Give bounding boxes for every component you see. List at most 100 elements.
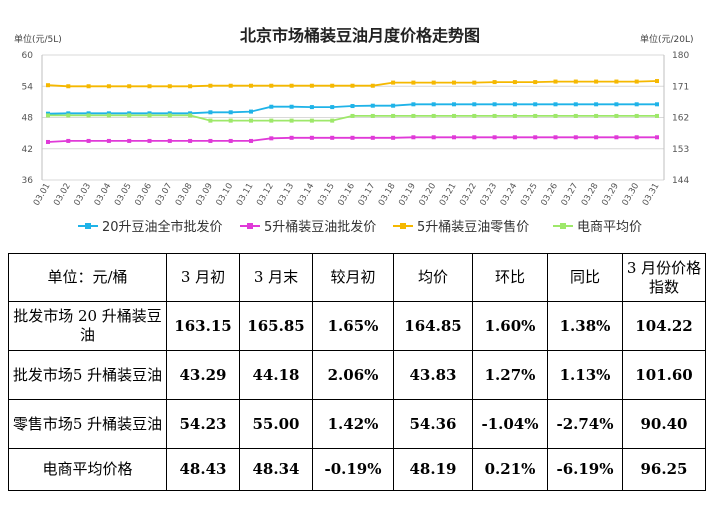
table-row: 电商平均价格 48.43 48.34 -0.19% 48.19 0.21% -6.19% 96… [8,448,706,491]
series-3-point [309,118,314,123]
series-2-point [533,80,538,85]
header-unit: 单位：元/桶 [8,253,167,302]
series-1-point [167,138,172,143]
table-cell: 2.06% [312,350,394,400]
series-1-point [127,138,132,143]
series-3-point [289,118,294,123]
table-cell: 48.19 [393,448,473,491]
series-3-point [391,113,396,118]
table-cell: 44.18 [239,350,313,400]
series-0-point [188,111,193,116]
x-tick-label: 03.27 [560,182,581,208]
x-tick-label: 03.30 [620,182,641,208]
table-cell: 101.60 [622,350,706,400]
series-1-point [411,135,416,140]
series-0-point [309,105,314,110]
series-3-point [106,113,111,118]
table-cell: 55.00 [239,399,313,449]
table-cell: 54.23 [166,399,240,449]
series-2-point [147,84,152,89]
series-3-point [634,113,639,118]
series-3-point [411,113,416,118]
y-axis-right-label: 单位(元/20L) [640,33,694,45]
series-1-point [533,135,538,140]
series-2-point [167,84,172,89]
series-3-point [614,113,619,118]
series-0-point [86,111,91,116]
x-tick-label: 03.05 [113,182,134,208]
series-0-point [614,102,619,107]
series-2-point [46,83,50,88]
series-1-point [431,135,436,140]
series-0-point [289,104,294,109]
x-tick-label: 03.08 [174,182,195,208]
x-tick-label: 03.22 [458,182,479,208]
series-1-point [391,135,396,140]
series-1-point [66,138,71,143]
chart-svg: 北京市场桶装豆油月度价格走势图 单位(元/5L) 单位(元/20L) 36 144 42 1… [14,26,694,235]
series-1-point [86,138,91,143]
x-tick-label: 03.03 [72,182,93,208]
row-label-wholesale-5l: 批发市场5 升桶装豆油 [8,350,167,400]
x-tick-label: 03.29 [600,182,621,208]
series-1-point [594,135,599,140]
series-2-point [512,80,517,85]
series-2-point [370,83,375,88]
series-0-point [411,102,416,107]
series-0-point [573,102,578,107]
header-average: 均价 [393,253,473,302]
x-tick-label: 03.07 [154,182,175,208]
series-2-point [188,84,193,89]
table-cell: 164.85 [393,301,473,351]
table-cell: 48.34 [239,448,313,491]
table-row: 批发市场 20 升桶装豆油 163.15 165.85 1.65% 164.85 1.60… [8,301,706,351]
series-3-point [86,113,91,118]
legend-swatch-marker [560,223,566,229]
header-price-index: 3 月份价格指数 [622,253,706,302]
x-tick-label: 03.10 [214,182,235,208]
series-2-point [228,83,233,88]
series-1-point [309,135,314,140]
table-cell: 0.21% [472,448,548,491]
series-3-point [249,118,253,123]
series-2-point [350,83,355,88]
chart-title: 北京市场桶装豆油月度价格走势图 [240,26,480,45]
y-tick-left: 42 [22,145,33,155]
table-cell: 1.27% [472,350,548,400]
legend-label: 5升桶装豆油批发价 [264,219,376,235]
x-tick-label: 03.11 [235,182,256,208]
series-3-point [431,113,436,118]
series-2-point [573,79,578,84]
y-axis-left-label: 单位(元/5L) [14,33,62,45]
series-2-point [655,79,659,84]
table-cell: -6.19% [547,448,623,491]
x-tick-label: 03.13 [275,182,296,208]
series-0-point [208,110,213,115]
table-cell: -1.04% [472,399,548,449]
series-1-point [573,135,578,140]
table-cell: 48.43 [166,448,240,491]
series-2-point [106,84,111,89]
table-cell: 43.29 [166,350,240,400]
series-1-point [655,135,659,140]
table-cell: 54.36 [393,399,473,449]
series-0-point [594,102,599,107]
series-1-point [188,138,193,143]
table-cell: 1.60% [472,301,548,351]
series-0-point [472,102,477,107]
series-3-point [208,118,213,123]
series-3-point [594,113,599,118]
series-0-point [127,111,132,116]
series-1-point [289,135,294,140]
series-0-point [370,103,375,108]
series-1-point [330,135,335,140]
series-1-point [46,139,50,144]
series-0-point [249,109,253,114]
series-3-point [228,118,233,123]
series-3-point [330,118,335,123]
series-0-point [269,104,274,109]
table-cell: 96.25 [622,448,706,491]
series-0-point [452,102,456,107]
header-month-end: 3 月末 [239,253,313,302]
table-cell: 43.83 [393,350,473,400]
